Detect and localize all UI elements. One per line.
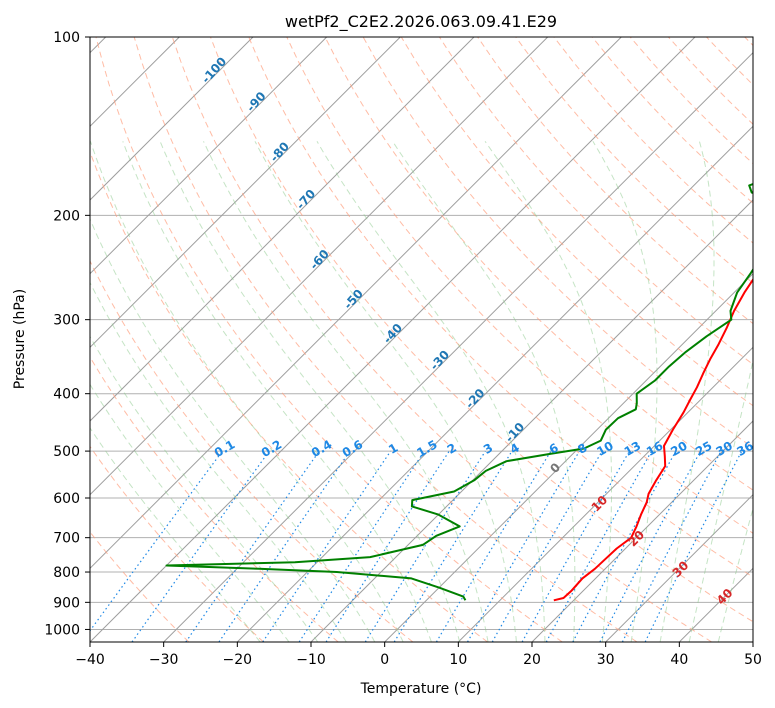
isotherm (90, 37, 254, 201)
dry-adiabat (90, 259, 414, 642)
moist-adiabat (392, 141, 576, 642)
isotherm (384, 272, 753, 642)
moist-adiabat (316, 141, 546, 642)
chart-title: wetPf2_C2E2.2026.063.09.41.E29 (285, 12, 557, 32)
y-tick-label: 200 (53, 208, 80, 224)
isotherm (90, 37, 328, 275)
y-tick-label: 700 (53, 531, 80, 547)
isotherm (90, 37, 622, 570)
x-tick-label: −10 (296, 652, 326, 668)
x-tick-label: 50 (744, 652, 762, 668)
moist-adiabat (90, 335, 319, 642)
y-tick-label: 600 (53, 491, 80, 507)
x-tick-label: 40 (670, 652, 688, 668)
dry-adiabat (324, 37, 753, 491)
background-lines (90, 37, 753, 642)
dry-adiabat (210, 37, 753, 623)
plot-frame (89, 36, 754, 643)
dry-adiabat (286, 37, 753, 534)
series-lines (165, 183, 753, 602)
y-axis-label: Pressure (hPa) (12, 289, 28, 389)
isotherm (90, 37, 475, 422)
moist-adiabat (659, 141, 715, 642)
y-tick-label: 500 (53, 444, 80, 460)
isotherm (236, 125, 753, 642)
moist-adiabat (90, 281, 347, 642)
plot-background (90, 37, 753, 642)
dry-adiabat (171, 37, 712, 642)
moist-adiabat (203, 141, 489, 642)
moist-adiabat (159, 141, 461, 642)
isotherm (605, 493, 753, 642)
dry-adiabat (515, 37, 753, 284)
x-tick-label: −40 (75, 652, 105, 668)
mixing-ratio-line (393, 450, 513, 642)
y-tick-label: 900 (53, 595, 80, 611)
mixing-ratio-line (599, 450, 702, 642)
y-tick-label: 400 (53, 387, 80, 403)
isotherm (457, 346, 753, 642)
dry-adiabat (95, 37, 563, 642)
x-tick-label: −20 (223, 652, 253, 668)
dry-adiabat (248, 37, 753, 578)
mixing-ratio-line (572, 450, 677, 642)
moist-adiabat (717, 506, 753, 642)
moist-adiabat (122, 141, 432, 642)
isotherm (752, 641, 753, 642)
moist-adiabat (688, 358, 753, 642)
y-axis: 100 200 300 400 500 600 700 800 900 1000 (44, 30, 90, 638)
x-tick-label: 20 (523, 652, 541, 668)
mixing-ratio-line (325, 450, 450, 642)
y-tick-label: 1000 (44, 622, 80, 638)
isotherm (90, 37, 696, 642)
x-tick-label: 10 (449, 652, 467, 668)
x-tick-label: −30 (149, 652, 179, 668)
isotherm (163, 51, 753, 642)
moist-adiabat (484, 141, 612, 642)
isotherm (90, 37, 401, 349)
profile-line (553, 277, 753, 602)
isotherm (90, 37, 549, 496)
y-tick-label: 800 (53, 565, 80, 581)
moist-adiabat (90, 141, 404, 642)
y-tick-label: 100 (53, 30, 80, 46)
mixing-ratio-line (435, 450, 552, 642)
mixing-ratio-line (298, 450, 425, 642)
profile-line (165, 183, 753, 601)
mixing-ratio-line (466, 450, 580, 642)
x-tick-label: 0 (380, 652, 389, 668)
mixing-ratio-line (218, 450, 351, 642)
dry-adiabat (90, 445, 264, 642)
x-axis-label: Temperature (°C) (360, 681, 482, 697)
mixing-ratio-line (262, 450, 392, 642)
x-axis: −40 −30 −20 −10 0 10 20 30 40 50 (75, 642, 762, 668)
y-tick-label: 300 (53, 313, 80, 329)
moist-adiabat (254, 141, 517, 642)
mixing-ratio-line (364, 450, 486, 642)
x-tick-label: 30 (597, 652, 615, 668)
isotherm (531, 420, 753, 642)
moist-adiabat (90, 383, 290, 642)
moist-adiabat (90, 427, 261, 642)
